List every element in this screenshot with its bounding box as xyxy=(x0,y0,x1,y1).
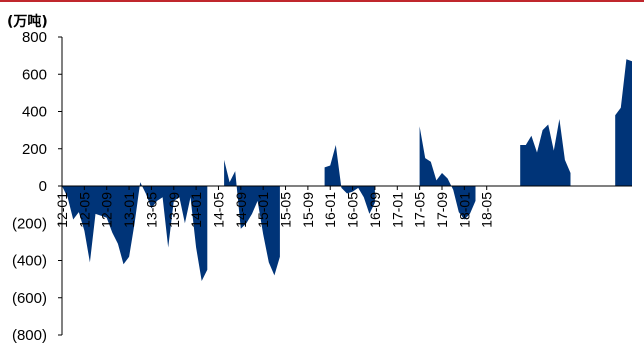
x-tick-label: 14-09 xyxy=(233,192,249,228)
x-tick-label: 13-05 xyxy=(143,192,159,228)
y-tick-label: (800) xyxy=(12,327,47,344)
x-tick-label: 15-09 xyxy=(300,192,316,228)
area-segment xyxy=(324,145,375,214)
unit-label: (万吨) xyxy=(7,13,48,30)
x-tick-label: 15-01 xyxy=(255,192,271,228)
x-tick-label: 12-09 xyxy=(99,192,115,228)
area-segment xyxy=(520,119,571,186)
x-tick-label: 15-05 xyxy=(278,192,294,228)
header-rule xyxy=(0,0,644,2)
y-tick-label: (600) xyxy=(12,290,47,307)
y-axis-ticks: 800 600 400 200 0 (200) (400) (600) (800) xyxy=(12,29,62,344)
area-segment xyxy=(224,159,280,276)
x-tick-label: 16-09 xyxy=(367,192,383,228)
x-tick-label: 18-05 xyxy=(479,192,495,228)
x-axis-ticks: 12-01 12-05 12-09 13-01 13-05 13-09 14-01 14-05… xyxy=(54,186,495,228)
x-tick-label: 12-05 xyxy=(76,192,92,228)
y-tick-label: 200 xyxy=(22,141,47,158)
y-tick-label: 600 xyxy=(22,66,47,83)
y-tick-label: 0 xyxy=(39,178,47,195)
area-segment xyxy=(615,59,632,186)
x-tick-label: 13-09 xyxy=(166,192,182,228)
y-tick-label: 400 xyxy=(22,104,47,121)
x-tick-label: 18-01 xyxy=(456,192,472,228)
x-tick-label: 16-05 xyxy=(345,192,361,228)
x-tick-label: 17-05 xyxy=(412,192,428,228)
y-tick-label: (200) xyxy=(12,215,47,232)
y-tick-label: (400) xyxy=(12,253,47,270)
area-series xyxy=(62,59,632,281)
y-tick-label: 800 xyxy=(22,29,47,46)
x-tick-label: 14-05 xyxy=(211,192,227,228)
x-tick-label: 12-01 xyxy=(54,192,70,228)
x-tick-label: 17-09 xyxy=(434,192,450,228)
x-tick-label: 16-01 xyxy=(322,192,338,228)
x-tick-label: 17-01 xyxy=(389,192,405,228)
x-tick-label: 13-01 xyxy=(121,192,137,228)
area-segment xyxy=(62,182,208,281)
x-tick-label: 14-01 xyxy=(188,192,204,228)
area-segment xyxy=(419,126,476,220)
